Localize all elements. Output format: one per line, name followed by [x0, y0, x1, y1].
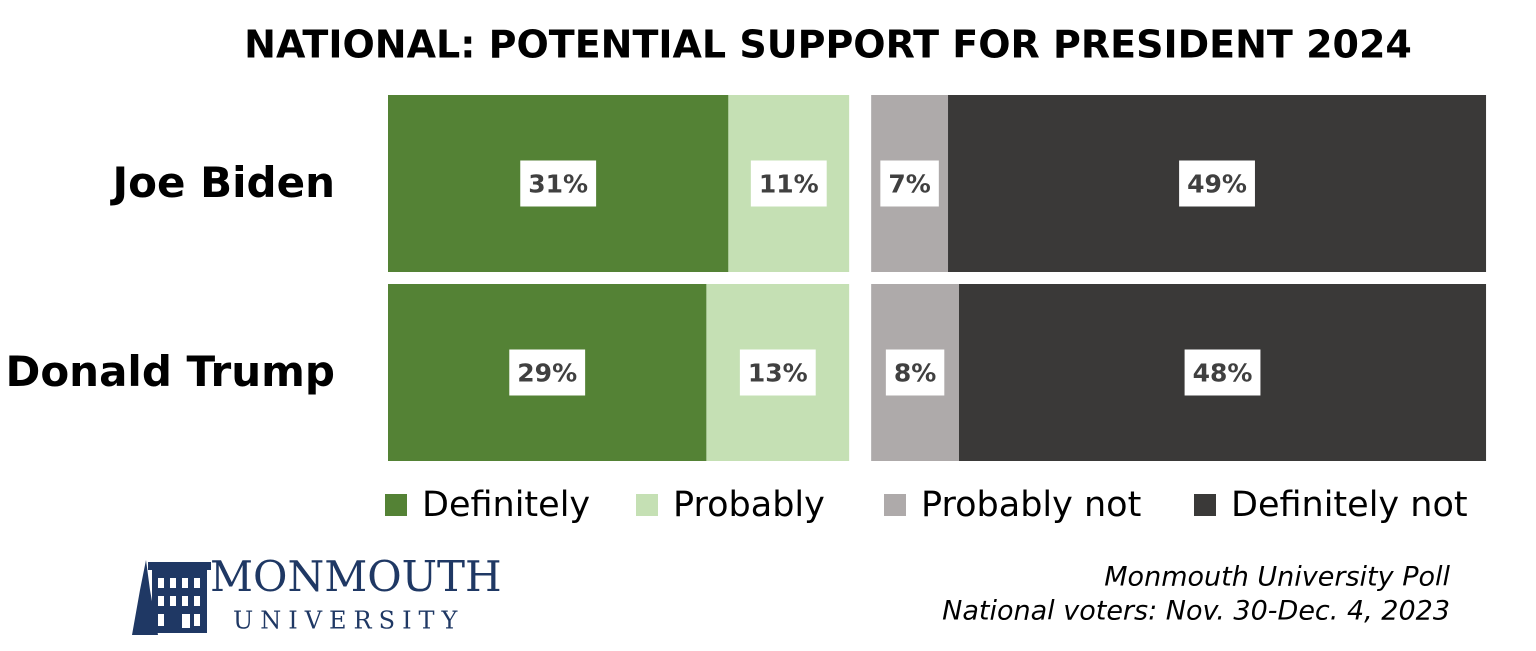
value-label: 31% [528, 170, 588, 199]
value-label-box [1184, 349, 1261, 396]
value-label: 7% [888, 170, 930, 199]
value-label-box [885, 349, 945, 396]
legend-swatch [1194, 494, 1216, 516]
source-line: Monmouth University Poll [1104, 562, 1450, 593]
value-label-box [509, 349, 586, 396]
value-label: 48% [1193, 359, 1253, 388]
value-label: 8% [894, 359, 936, 388]
category-label: Donald Trump [5, 347, 335, 396]
value-label-box [1179, 160, 1255, 207]
value-label-box [750, 160, 827, 207]
logo-name: MONMOUTH [210, 552, 502, 601]
legend-label: Probably not [921, 485, 1141, 525]
legend-swatch [884, 494, 906, 516]
legend-swatch [385, 494, 407, 516]
logo-subname: UNIVERSITY [233, 607, 464, 635]
category-label: Joe Biden [110, 158, 335, 207]
legend-label: Definitely not [1231, 485, 1468, 525]
value-label: 29% [517, 359, 577, 388]
value-label-box [739, 349, 816, 396]
source-line: National voters: Nov. 30-Dec. 4, 2023 [942, 596, 1450, 627]
logo: MONMOUTH UNIVERSITY [132, 552, 502, 635]
legend-swatch [636, 494, 658, 516]
value-label-box [880, 160, 939, 207]
value-label-box [520, 160, 597, 207]
value-label: 49% [1187, 170, 1247, 199]
chart-title: NATIONAL: POTENTIAL SUPPORT FOR PRESIDEN… [244, 23, 1412, 67]
legend-label: Definitely [422, 485, 590, 525]
logo-icon [132, 560, 211, 635]
value-label: 11% [759, 170, 819, 199]
legend-label: Probably [673, 485, 825, 525]
value-label: 13% [748, 359, 808, 388]
